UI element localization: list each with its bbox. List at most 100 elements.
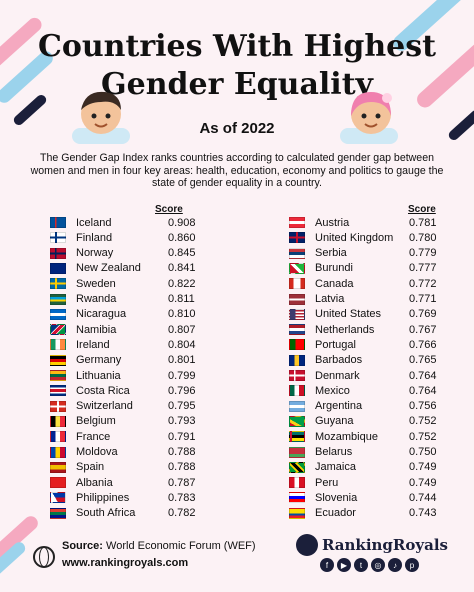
brand-logo-icon bbox=[296, 534, 318, 556]
table-row: United States 0.769 bbox=[289, 307, 437, 322]
country-name: Canada bbox=[315, 277, 354, 290]
website-link[interactable]: www.rankingroyals.com bbox=[62, 557, 189, 569]
table-row: Portugal 0.766 bbox=[289, 337, 437, 352]
table-row: Ecuador 0.743 bbox=[289, 506, 437, 521]
flag-icon bbox=[50, 293, 66, 305]
table-row: Albania 0.787 bbox=[50, 475, 196, 490]
globe-icon bbox=[33, 546, 55, 568]
country-score: 0.860 bbox=[168, 231, 196, 244]
country-score: 0.795 bbox=[168, 400, 196, 413]
flag-icon bbox=[289, 308, 305, 320]
country-score: 0.811 bbox=[168, 293, 195, 305]
country-score: 0.752 bbox=[409, 430, 437, 443]
flag-icon bbox=[289, 492, 305, 504]
country-name: Costa Rica bbox=[76, 384, 130, 397]
country-name: Iceland bbox=[76, 216, 112, 229]
flag-icon bbox=[50, 278, 66, 290]
flag-icon bbox=[289, 507, 305, 519]
table-row: Switzerland 0.795 bbox=[50, 399, 196, 414]
flag-icon bbox=[50, 217, 66, 228]
country-name: Albania bbox=[76, 476, 113, 489]
country-score: 0.845 bbox=[168, 247, 196, 260]
country-name: Mexico bbox=[315, 384, 350, 397]
country-name: Ecuador bbox=[315, 507, 356, 520]
country-score: 0.780 bbox=[409, 231, 437, 244]
country-score: 0.787 bbox=[168, 476, 196, 489]
table-row: Namibia 0.807 bbox=[50, 322, 196, 337]
country-score: 0.766 bbox=[409, 338, 437, 351]
table-row: Argentina 0.756 bbox=[289, 399, 437, 414]
country-score: 0.764 bbox=[409, 369, 437, 382]
flag-icon bbox=[289, 477, 305, 489]
flag-icon bbox=[289, 370, 305, 381]
country-name: Nicaragua bbox=[76, 308, 127, 321]
flag-icon bbox=[289, 400, 305, 412]
country-score: 0.796 bbox=[168, 384, 196, 397]
country-name: New Zealand bbox=[76, 262, 141, 275]
country-score: 0.749 bbox=[409, 476, 437, 489]
flag-icon bbox=[289, 247, 305, 259]
country-score: 0.779 bbox=[409, 247, 437, 260]
country-score: 0.801 bbox=[168, 354, 196, 367]
country-score: 0.764 bbox=[409, 384, 437, 397]
country-name: Spain bbox=[76, 461, 105, 474]
table-row: Canada 0.772 bbox=[289, 276, 437, 291]
country-score: 0.744 bbox=[409, 491, 437, 504]
table-row: Finland 0.860 bbox=[50, 230, 196, 245]
flag-icon bbox=[50, 262, 66, 274]
table-row: Netherlands 0.767 bbox=[289, 322, 437, 337]
table-row: Ireland 0.804 bbox=[50, 337, 196, 352]
country-name: Finland bbox=[76, 231, 113, 244]
instagram-icon[interactable]: ◎ bbox=[371, 558, 385, 572]
cloud-decoration bbox=[72, 128, 130, 144]
table-row: Germany 0.801 bbox=[50, 353, 196, 368]
country-score: 0.752 bbox=[409, 415, 437, 428]
flag-icon bbox=[50, 308, 66, 320]
pinterest-icon[interactable]: p bbox=[405, 558, 419, 572]
table-row: Guyana 0.752 bbox=[289, 414, 437, 429]
flag-icon bbox=[50, 461, 66, 473]
flag-icon bbox=[289, 354, 305, 366]
flag-icon bbox=[50, 431, 66, 443]
country-name: Slovenia bbox=[315, 491, 358, 504]
table-row: Mexico 0.764 bbox=[289, 383, 437, 398]
flag-icon bbox=[50, 232, 66, 244]
tiktok-icon[interactable]: ♪ bbox=[388, 558, 402, 572]
table-row: Norway 0.845 bbox=[50, 246, 196, 261]
flag-icon bbox=[289, 461, 305, 473]
country-score: 0.788 bbox=[168, 461, 196, 474]
table-row: Iceland 0.908 bbox=[50, 215, 196, 230]
flag-icon bbox=[289, 232, 305, 244]
country-name: Burundi bbox=[315, 262, 353, 275]
country-score: 0.756 bbox=[409, 400, 437, 413]
youtube-icon[interactable]: ▶ bbox=[337, 558, 351, 572]
table-row: South Africa 0.782 bbox=[50, 506, 196, 521]
source-value: World Economic Forum (WEF) bbox=[106, 540, 256, 552]
table-row: Belarus 0.750 bbox=[289, 445, 437, 460]
table-row: Philippines 0.783 bbox=[50, 490, 196, 505]
facebook-icon[interactable]: f bbox=[320, 558, 334, 572]
flag-icon bbox=[50, 354, 66, 366]
page-title: Countries With Highest Gender Equality bbox=[37, 29, 437, 102]
flag-icon bbox=[289, 293, 305, 305]
flag-icon bbox=[289, 415, 305, 427]
country-name: Sweden bbox=[76, 277, 116, 290]
flag-icon bbox=[289, 446, 305, 458]
twitter-icon[interactable]: t bbox=[354, 558, 368, 572]
table-row: Peru 0.749 bbox=[289, 475, 437, 490]
flag-icon bbox=[289, 324, 305, 336]
country-name: Mozambique bbox=[315, 430, 378, 443]
flag-icon bbox=[50, 247, 66, 259]
flag-icon bbox=[50, 446, 66, 458]
table-row: Belgium 0.793 bbox=[50, 414, 196, 429]
flag-icon bbox=[50, 477, 66, 489]
cloud-decoration bbox=[340, 128, 398, 144]
table-row: Jamaica 0.749 bbox=[289, 460, 437, 475]
brand-name: RankingRoyals bbox=[322, 536, 448, 554]
country-score: 0.807 bbox=[168, 323, 196, 336]
table-row: Mozambique 0.752 bbox=[289, 429, 437, 444]
table-row: Sweden 0.822 bbox=[50, 276, 196, 291]
table-row: New Zealand 0.841 bbox=[50, 261, 196, 276]
country-score: 0.772 bbox=[409, 277, 437, 290]
country-score: 0.749 bbox=[409, 461, 437, 474]
